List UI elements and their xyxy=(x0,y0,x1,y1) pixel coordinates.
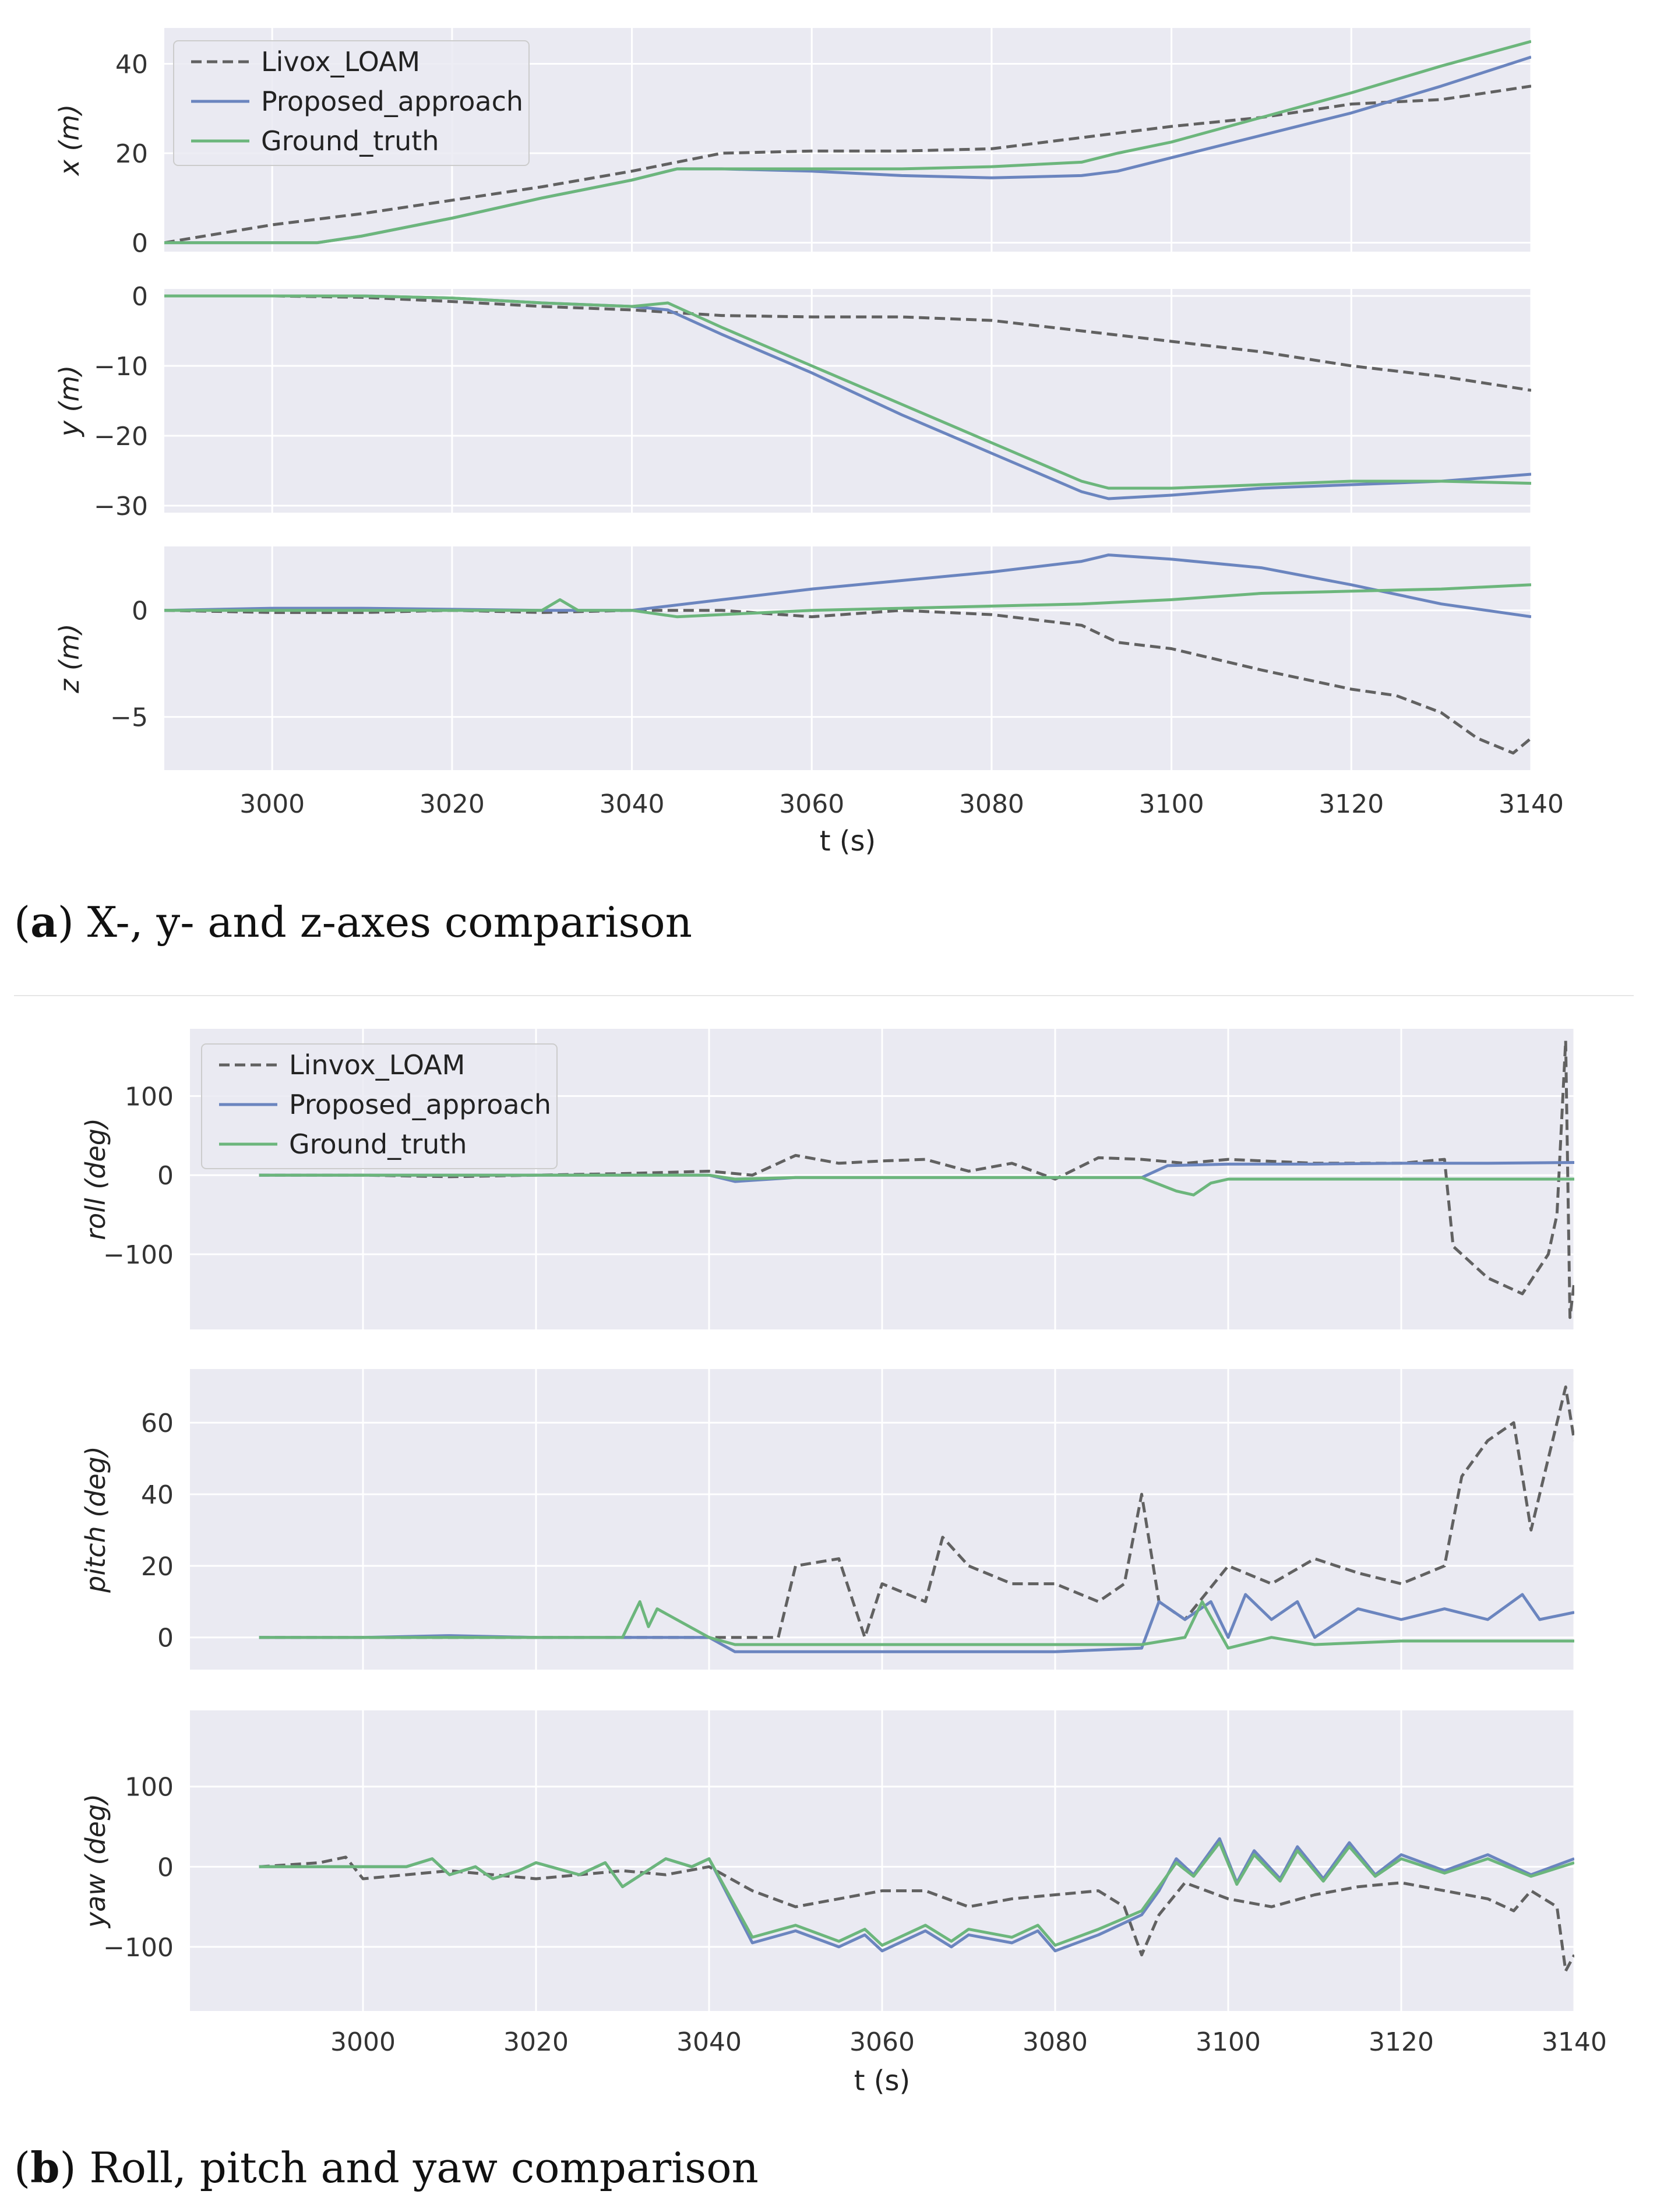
roll-series-linvox-loam xyxy=(259,1039,1574,1320)
y-ytick-label: 0 xyxy=(132,282,148,312)
panel-b-xtick-label: 3060 xyxy=(849,2027,915,2057)
z-ytick-label: 0 xyxy=(132,597,148,626)
caption-b-text: Roll, pitch and yaw comparison xyxy=(89,2143,759,2192)
z-plot-area xyxy=(164,546,1531,770)
pitch-series-proposed-approach xyxy=(259,1593,1574,1653)
y-ylabel: y (m) xyxy=(54,365,85,438)
panel-a-legend xyxy=(173,40,530,166)
panel-b-xtick-label: 3140 xyxy=(1542,2027,1607,2057)
roll-series-ground-truth xyxy=(259,1173,1574,1197)
panel-b-xtick-label: 3040 xyxy=(676,2027,742,2057)
legend-label-ground-truth: Ground_truth xyxy=(289,1128,467,1160)
x-series-livox-loam xyxy=(164,84,1531,245)
legend-label-proposed-approach: Proposed_approach xyxy=(289,1089,551,1120)
yaw-ylabel: yaw (deg) xyxy=(80,1794,111,1929)
y-series-ground-truth xyxy=(164,294,1531,490)
panel-a-xtick-label: 3140 xyxy=(1499,789,1564,819)
legend-label-ground-truth: Ground_truth xyxy=(261,125,439,157)
z-series-ground-truth xyxy=(164,583,1531,619)
caption-b-label: b xyxy=(30,2143,60,2192)
roll-ytick-label: −100 xyxy=(103,1240,174,1270)
pitch-ylabel: pitch (deg) xyxy=(80,1446,111,1593)
panel-b-xtick-label: 3080 xyxy=(1023,2027,1088,2057)
pitch-ytick-label: 20 xyxy=(141,1552,174,1582)
pitch-ytick-label: 60 xyxy=(141,1409,174,1438)
x-series-ground-truth xyxy=(164,40,1531,245)
panel-b-xtick-label: 3020 xyxy=(503,2027,569,2057)
y-series-livox-loam xyxy=(164,294,1531,392)
panel-b-xtick-label: 3000 xyxy=(330,2027,396,2057)
panel-b-xtick-label: 3120 xyxy=(1369,2027,1434,2057)
caption-a-label: a xyxy=(30,897,58,947)
pitch-ytick-label: 0 xyxy=(157,1624,174,1653)
panel-divider xyxy=(14,995,1634,996)
panel-a-xtick-label: 3000 xyxy=(239,789,305,819)
yaw-series-linvox-loam xyxy=(259,1855,1574,1973)
caption-a: (a) X-, y- and z-axes comparison xyxy=(14,897,693,947)
panel-a-xlabel: t (s) xyxy=(820,825,876,858)
y-plot-area xyxy=(164,289,1531,513)
legend-label-linvox-loam: Linvox_LOAM xyxy=(289,1049,465,1081)
yaw-series-ground-truth xyxy=(259,1841,1574,1947)
legend-label-proposed-approach: Proposed_approach xyxy=(261,86,523,117)
z-ytick-label: −5 xyxy=(110,703,148,733)
y-ytick-label: −20 xyxy=(94,422,148,451)
x-ytick-label: 0 xyxy=(132,229,148,259)
panel-a-xtick-label: 3040 xyxy=(600,789,665,819)
panel-a-xtick-label: 3120 xyxy=(1318,789,1384,819)
panel-b-xlabel: t (s) xyxy=(854,2065,911,2097)
legend-label-livox-loam: Livox_LOAM xyxy=(261,46,420,77)
yaw-ytick-label: −100 xyxy=(103,1933,174,1963)
caption-b: (b) Roll, pitch and yaw comparison xyxy=(14,2143,759,2192)
panel-a-xtick-label: 3020 xyxy=(419,789,485,819)
panel-b-legend xyxy=(201,1043,558,1169)
panel-a-xtick-label: 3080 xyxy=(959,789,1024,819)
pitch-ytick-label: 40 xyxy=(141,1480,174,1510)
x-ylabel: x (m) xyxy=(54,104,85,177)
x-ytick-label: 20 xyxy=(115,139,148,169)
roll-ylabel: roll (deg) xyxy=(80,1118,111,1240)
panel-b-xtick-label: 3100 xyxy=(1196,2027,1261,2057)
panel-a-xtick-label: 3100 xyxy=(1139,789,1204,819)
roll-ytick-label: 0 xyxy=(157,1161,174,1191)
roll-ytick-label: 100 xyxy=(125,1082,174,1112)
yaw-ytick-label: 100 xyxy=(125,1773,174,1802)
y-ytick-label: −30 xyxy=(94,492,148,521)
y-ytick-label: −10 xyxy=(94,352,148,382)
caption-a-text: X-, y- and z-axes comparison xyxy=(87,898,693,947)
x-ytick-label: 40 xyxy=(115,50,148,79)
yaw-ytick-label: 0 xyxy=(157,1853,174,1882)
pitch-series-ground-truth xyxy=(259,1600,1574,1650)
z-ylabel: z (m) xyxy=(54,623,85,693)
panel-a-xtick-label: 3060 xyxy=(779,789,844,819)
